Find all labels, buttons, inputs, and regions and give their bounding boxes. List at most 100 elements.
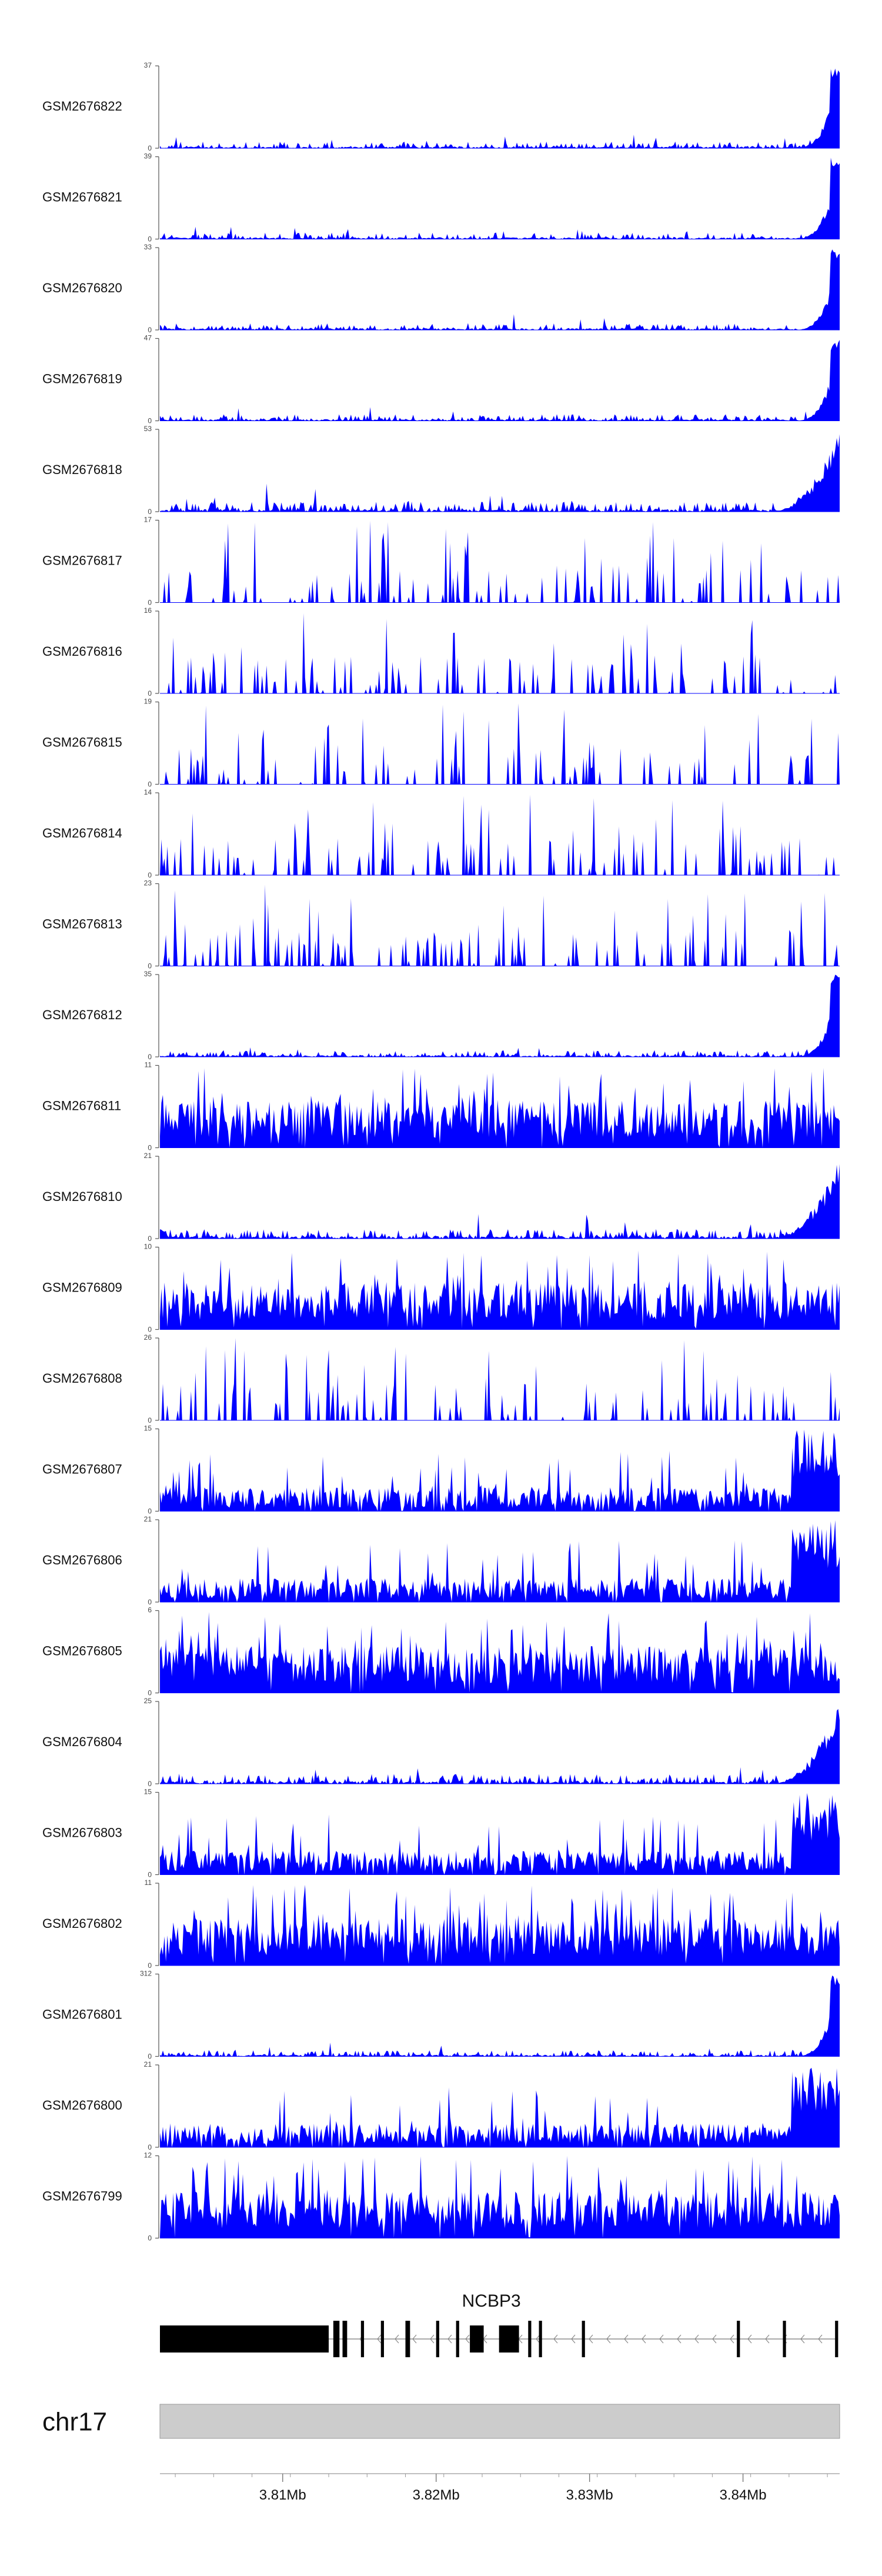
track-GSM2676800: GSM2676800 21 0: [42, 2060, 840, 2151]
y-max-label: 53: [144, 425, 152, 433]
exon: [470, 2325, 484, 2353]
strand-arrow: [747, 2334, 752, 2344]
x-axis-tick-label: 3.81Mb: [259, 2487, 306, 2503]
track-label: GSM2676815: [42, 735, 122, 749]
track-label: GSM2676814: [42, 826, 122, 840]
strand-arrow: [677, 2334, 681, 2344]
track-GSM2676819: GSM2676819 47 0: [42, 334, 840, 425]
track-GSM2676811: GSM2676811 11 0: [42, 1061, 840, 1152]
exon: [528, 2321, 532, 2357]
y-min-label: 0: [148, 1144, 152, 1152]
coverage-area: [160, 1975, 840, 2057]
y-max-label: 11: [145, 1061, 152, 1069]
strand-arrow: [624, 2334, 629, 2344]
y-min-label: 0: [148, 1507, 152, 1516]
coverage-area: [160, 158, 840, 239]
coverage-area: [160, 1709, 840, 1784]
y-min-label: 0: [148, 1326, 152, 1334]
y-min-label: 0: [148, 1871, 152, 1879]
track-GSM2676822: GSM2676822 37 0: [42, 61, 840, 152]
track-label: GSM2676811: [42, 1098, 121, 1113]
strand-arrow: [694, 2334, 699, 2344]
x-axis-tick-label: 3.82Mb: [413, 2487, 460, 2503]
exon: [342, 2321, 348, 2357]
track-label: GSM2676807: [42, 1461, 122, 1476]
coverage-area: [160, 1793, 840, 1875]
strand-arrow: [712, 2334, 717, 2344]
track-label: GSM2676822: [42, 99, 122, 114]
coverage-tracks: GSM2676822370GSM2676821390GSM2676820330G…: [42, 61, 840, 2243]
track-GSM2676803: GSM2676803 15 0: [42, 1788, 840, 1879]
chromosome-axis: chr17 3.81Mb 3.82Mb 3.83Mb 3.84Mb: [42, 2404, 840, 2503]
coverage-area: [160, 1250, 840, 1330]
y-max-label: 11: [145, 1878, 152, 1887]
gene-track: NCBP3: [160, 2291, 838, 2357]
x-axis-tick-label: 3.84Mb: [720, 2487, 767, 2503]
coverage-area: [160, 1884, 840, 1966]
track-label: GSM2676821: [42, 189, 122, 204]
y-min-label: 0: [148, 1689, 152, 1697]
strand-arrow: [465, 2334, 470, 2344]
exon: [499, 2325, 519, 2353]
track-label: GSM2676808: [42, 1371, 122, 1386]
track-GSM2676821: GSM2676821 39 0: [42, 152, 840, 243]
coverage-area: [160, 1520, 840, 1602]
y-min-label: 0: [148, 1416, 152, 1424]
strand-arrow: [589, 2334, 593, 2344]
y-max-label: 15: [144, 1788, 152, 1796]
strand-arrow: [412, 2334, 417, 2344]
track-label: GSM2676804: [42, 1734, 122, 1749]
coverage-area: [160, 249, 840, 330]
y-min-label: 0: [148, 2143, 152, 2151]
track-label: GSM2676801: [42, 2007, 122, 2021]
y-max-label: 26: [144, 1333, 152, 1342]
strand-arrow: [536, 2334, 540, 2344]
strand-arrow: [430, 2334, 435, 2344]
strand-arrow: [765, 2334, 770, 2344]
track-GSM2676807: GSM2676807 15 0: [42, 1424, 840, 1516]
y-max-label: 25: [144, 1697, 152, 1705]
track-label: GSM2676803: [42, 1825, 122, 1840]
track-GSM2676799: GSM2676799 12 0: [42, 2151, 840, 2243]
track-GSM2676810: GSM2676810 21 0: [42, 1152, 840, 1243]
track-GSM2676812: GSM2676812 35 0: [42, 970, 840, 1061]
y-min-label: 0: [148, 235, 152, 243]
strand-arrow: [447, 2334, 452, 2344]
strand-arrow: [800, 2334, 805, 2344]
track-GSM2676802: GSM2676802 11 0: [42, 1878, 840, 1970]
track-label: GSM2676802: [42, 1916, 122, 1931]
y-max-label: 17: [144, 516, 152, 524]
chromosome-label: chr17: [42, 2408, 107, 2437]
track-GSM2676806: GSM2676806 21 0: [42, 1515, 840, 1606]
y-max-label: 14: [144, 788, 152, 796]
track-label: GSM2676816: [42, 644, 122, 659]
strand-arrow: [642, 2334, 646, 2344]
track-GSM2676817: GSM2676817 17 0: [42, 516, 840, 607]
track-label: GSM2676805: [42, 1643, 122, 1658]
track-GSM2676818: GSM2676818 53 0: [42, 425, 840, 516]
coverage-area: [160, 795, 840, 875]
exon: [360, 2321, 365, 2357]
strand-arrow: [395, 2334, 399, 2344]
y-max-label: 33: [144, 243, 152, 251]
y-max-label: 23: [144, 879, 152, 887]
exon: [333, 2321, 340, 2357]
track-GSM2676808: GSM2676808 26 0: [42, 1333, 840, 1424]
strand-arrow: [571, 2334, 576, 2344]
track-GSM2676815: GSM2676815 19 0: [42, 698, 840, 789]
coverage-area: [160, 520, 840, 603]
y-min-label: 0: [148, 1234, 152, 1243]
track-GSM2676809: GSM2676809 10 0: [42, 1243, 840, 1334]
exon: [160, 2325, 329, 2353]
y-min-label: 0: [148, 144, 152, 152]
track-label: GSM2676800: [42, 2098, 122, 2113]
coverage-area: [160, 1067, 840, 1148]
y-max-label: 15: [144, 1424, 152, 1433]
y-min-label: 0: [148, 508, 152, 516]
y-max-label: 19: [144, 698, 152, 706]
y-max-label: 12: [144, 2151, 152, 2160]
y-min-label: 0: [148, 780, 152, 789]
y-min-label: 0: [148, 1053, 152, 1061]
strand-arrow: [659, 2334, 664, 2344]
exon: [783, 2321, 786, 2357]
